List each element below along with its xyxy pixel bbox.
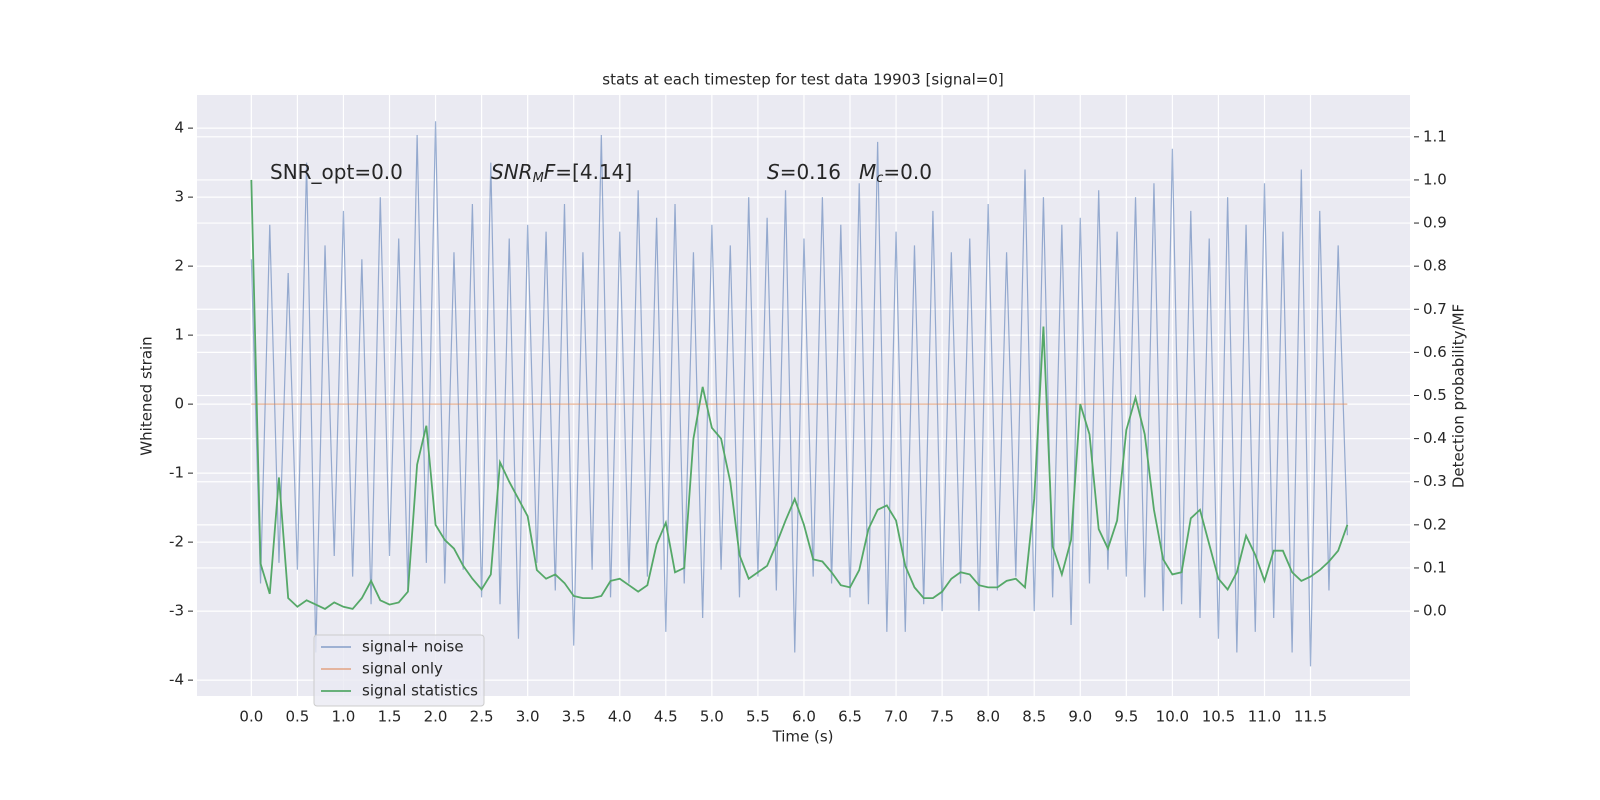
legend-box [313,634,485,707]
x-tick-label: 0.5 [285,708,309,726]
x-tick-label: 0.0 [239,708,263,726]
annotation-part: SNR_opt=0.0 [270,160,403,184]
x-tick-label: 10.5 [1202,708,1235,726]
x-tick-label: 1.0 [332,708,356,726]
x-tick-label: 9.0 [1068,708,1092,726]
x-axis-label: Time (s) [772,728,834,746]
x-tick-label: 10.0 [1156,708,1189,726]
x-tick-label: 8.0 [976,708,1000,726]
y2-tick-label: 0.5 [1423,386,1447,404]
legend-label: signal+ noise [362,638,464,656]
y2-tick-label: 0.3 [1423,472,1447,490]
x-tick-label: 5.5 [746,708,770,726]
y2-tick-label: 1.0 [1423,170,1447,188]
annotation-part: F [544,160,556,184]
annotation-part: M [859,160,876,184]
legend-label: signal statistics [362,682,478,700]
y-tick-label: 1 [174,326,184,344]
y2-tick-label: 0.0 [1423,602,1447,620]
annotation-part: =0.16 [780,160,841,184]
series-layer [250,121,1349,667]
y-tick-label: -1 [169,464,184,482]
x-tick-label: 3.0 [516,708,540,726]
y2-tick-label: 0.9 [1423,214,1447,232]
y2-tick-label: 1.1 [1423,127,1447,145]
grid [197,95,1410,696]
annotation-part: S [767,160,780,184]
y-tick-label: -2 [169,533,184,551]
x-tick-label: 2.5 [470,708,494,726]
y-tick-label: 3 [174,188,184,206]
y2-tick-label: 0.8 [1423,257,1447,275]
annotation: SNR_opt=0.0 [270,160,403,184]
y-tick-label: 2 [174,257,184,275]
x-tick-label: 6.5 [838,708,862,726]
y-tick-label: -4 [169,671,184,689]
x-tick-label: 7.5 [930,708,954,726]
annotation: SNRMF=[4.14] [491,160,632,186]
series-line [250,121,1348,667]
y-tick-label: -3 [169,602,184,620]
annotation: S=0.16 [767,160,841,184]
annotation-part: M [533,171,544,186]
y2-tick-label: 0.1 [1423,558,1447,576]
x-tick-label: 11.0 [1248,708,1281,726]
annotation-part: c [876,171,883,186]
x-tick-label: 1.5 [378,708,402,726]
y-axis-label: Whitened strain [138,336,156,455]
x-tick-label: 5.0 [700,708,724,726]
annotation: Mc=0.0 [859,160,932,186]
x-tick-label: 11.5 [1294,708,1327,726]
annotation-part: =0.0 [883,160,932,184]
series-line [250,179,1349,610]
y2-tick-label: 0.4 [1423,429,1447,447]
x-tick-label: 4.0 [608,708,632,726]
x-tick-label: 6.0 [792,708,816,726]
x-tick-label: 3.5 [562,708,586,726]
x-tick-label: 7.0 [884,708,908,726]
y2-tick-label: 0.7 [1423,300,1447,318]
legend-label: signal only [362,660,443,678]
chart-title: stats at each timestep for test data 199… [602,71,1003,89]
x-tick-label: 9.5 [1114,708,1138,726]
y2-tick-label: 0.2 [1423,515,1447,533]
x-tick-label: 2.0 [424,708,448,726]
y2-axis-label: Detection probability/MF [1450,304,1468,488]
y-tick-label: 0 [174,395,184,413]
y2-tick-label: 0.6 [1423,343,1447,361]
annotation-part: SNR [491,160,533,184]
x-tick-label: 4.5 [654,708,678,726]
y-tick-label: 4 [174,119,184,137]
x-tick-label: 8.5 [1022,708,1046,726]
legend: signal+ noise signal only signal statistic… [313,634,485,707]
annotation-part: =[4.14] [555,160,632,184]
